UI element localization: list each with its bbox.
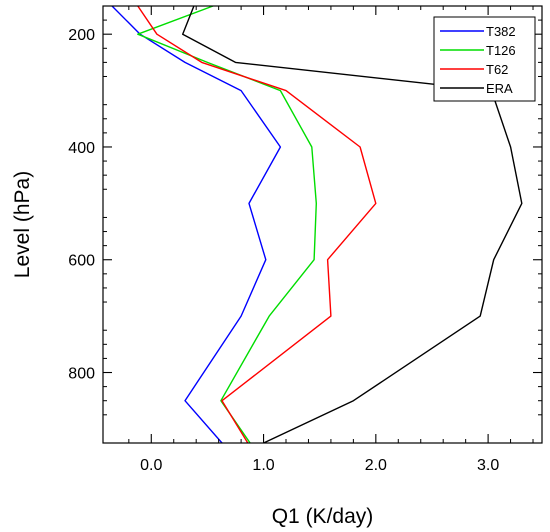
axes: 0.0 1.0 2.0 3.0 200 400 600 800 (68, 5, 543, 474)
legend: T382 T126 T62 ERA (433, 16, 536, 102)
y-tick-label: 800 (68, 366, 95, 383)
series-line-t382 (111, 6, 282, 443)
x-tick-label: 3.0 (477, 457, 499, 474)
legend-label-era: ERA (486, 81, 513, 96)
x-tick-label: 0.0 (140, 457, 162, 474)
series-line-t62 (137, 6, 377, 443)
legend-label-t126: T126 (486, 43, 516, 58)
y-tick-label: 600 (68, 253, 95, 270)
y-axis-title: Level (hPa) (11, 171, 34, 278)
legend-label-t382: T382 (486, 24, 516, 39)
x-axis-title: Q1 (K/day) (272, 505, 374, 528)
x-tick-label: 2.0 (365, 457, 387, 474)
plot-frame (102, 5, 543, 444)
series-line-t126 (137, 6, 317, 443)
plot-area (111, 6, 523, 443)
series-line-era (181, 6, 523, 443)
x-tick-label: 1.0 (252, 457, 274, 474)
y-tick-label: 200 (68, 27, 95, 44)
legend-label-t62: T62 (486, 62, 508, 77)
y-tick-label: 400 (68, 140, 95, 157)
